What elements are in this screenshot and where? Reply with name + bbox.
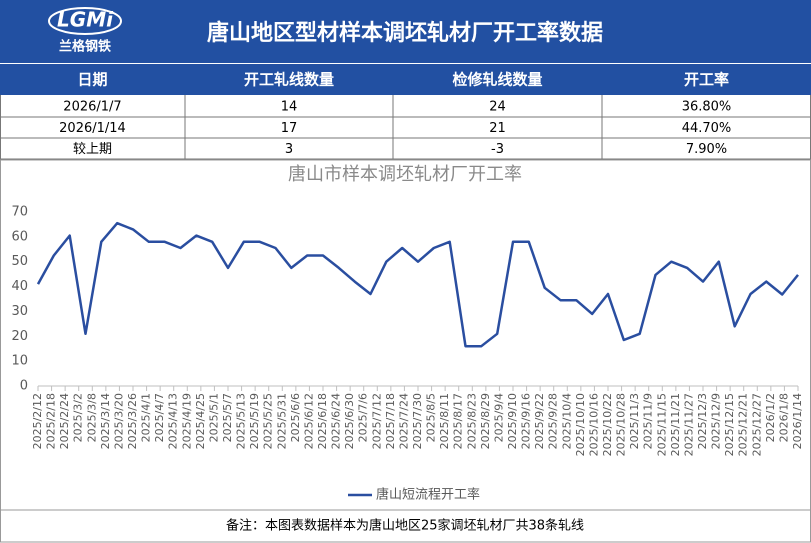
x-tick-label: 2026/1/2 [764,393,777,442]
cell: 36.80% [682,100,732,115]
x-tick-label: 2025/10/16 [587,393,600,456]
x-tick-label: 2025/5/25 [262,393,275,449]
cell: 14 [281,100,298,115]
x-tick-label: 2025/4/19 [180,393,193,449]
x-tick-label: 2025/6/30 [343,393,356,449]
x-tick-label: 2025/3/2 [72,393,85,442]
y-tick-label: 70 [11,205,28,220]
x-tick-label: 2025/8/11 [438,393,451,449]
x-tick-label: 2025/8/5 [425,393,438,442]
y-tick-label: 40 [11,279,28,294]
cell: 较上期 [73,142,112,157]
x-tick-label: 2025/5/13 [235,393,248,449]
x-tick-label: 2025/6/18 [316,393,329,449]
logo-sub: 兰格钢铁 [59,39,111,55]
x-tick-label: 2025/9/22 [533,393,546,449]
x-tick-label: 2025/7/24 [397,393,410,449]
x-tick-label: 2025/7/6 [357,393,370,442]
x-tick-label: 2025/8/29 [479,393,492,449]
x-tick-label: 2025/4/25 [194,393,207,449]
x-tick-label: 2025/11/21 [669,393,682,456]
x-tick-label: 2025/5/31 [275,393,288,449]
x-tick-label: 2025/5/19 [248,393,261,449]
column-header: 开工率 [684,71,729,89]
y-tick-label: 10 [11,354,28,369]
logo: LGMi [57,8,114,32]
x-tick-label: 2025/11/3 [628,393,641,449]
x-tick-label: 2026/1/14 [791,393,804,449]
cell: 44.70% [682,121,732,136]
y-tick-label: 20 [11,329,28,344]
x-tick-label: 2025/11/27 [682,393,695,456]
table-header [0,64,811,95]
x-tick-label: 2025/12/15 [723,393,736,456]
x-tick-label: 2025/4/13 [167,393,180,449]
x-tick-label: 2025/3/20 [112,393,125,449]
header-title: 唐山地区型材样本调坯轧材厂开工率数据 [207,20,603,46]
cell: 21 [489,121,506,136]
x-tick-label: 2025/3/26 [126,393,139,449]
x-tick-label: 2025/11/9 [642,393,655,449]
x-tick-label: 2025/9/16 [520,393,533,449]
table: 日期 开工轧线数量 检修轧线数量 开工率 2026/1/7 14 24 36.80% 2026/… [0,71,811,160]
x-tick-label: 2025/5/7 [221,393,234,442]
x-tick-label: 2025/5/1 [207,393,220,442]
legend-label: 唐山短流程开工率 [376,487,480,503]
x-tick-label: 2025/10/10 [574,393,587,456]
x-tick-label: 2025/2/12 [31,393,44,449]
x-tick-label: 2025/3/14 [99,393,112,449]
line [36,221,799,348]
y-tick-label: 60 [11,229,28,244]
column-header: 日期 [77,71,107,89]
chart-title: 唐山市样本调坯轧材厂开工率 [288,164,522,185]
y-tick-label: 50 [11,254,28,269]
x-tick-label: 2025/12/27 [750,393,763,456]
x-tick-label: 2025/10/28 [615,393,628,456]
x-tick-label: 2025/3/8 [85,393,98,442]
x-tick-label: 2025/11/15 [655,393,668,456]
x-tick-label: 2025/10/4 [560,393,573,449]
x-tick-label: 2025/6/12 [302,393,315,449]
x-tick-label: 2025/7/30 [411,393,424,449]
footnote: 备注：本图表数据样本为唐山地区25家调坯轧材厂共38条轧线 [226,518,584,534]
x-tick-label: 2025/4/1 [140,393,153,442]
x-tick-label: 2025/7/12 [370,393,383,449]
cell: 24 [489,100,506,115]
x-tick-label: 2025/8/23 [465,393,478,449]
x-tick-label: 2025/4/7 [153,393,166,442]
x-tick-label: 2025/2/24 [58,393,71,449]
x-tick-label: 2025/9/10 [506,393,519,449]
cell: 2026/1/14 [59,121,126,136]
cell: 3 [285,142,293,157]
cell: -3 [491,142,504,157]
logo-ring [48,7,122,35]
x-tick-label: 2025/6/6 [289,393,302,442]
x-tick-label: 2026/1/8 [777,393,790,442]
x-tick-label: 2025/10/22 [601,393,614,456]
cell: 17 [281,121,298,136]
cell: 7.90% [686,142,727,157]
y-tick-label: 0 [20,379,28,394]
x-tick-label: 2025/2/18 [45,393,58,449]
x-tick-label: 2025/7/18 [384,393,397,449]
column-header: 开工轧线数量 [244,71,334,89]
header-band [0,0,811,63]
x-tick-label: 2025/12/9 [710,393,723,449]
y-tick-label: 30 [11,304,28,319]
column-header: 检修轧线数量 [452,71,542,89]
x-tick-label: 2025/12/21 [737,393,750,456]
x-tick-label: 2025/9/28 [547,393,560,449]
x-tick-label: 2025/6/24 [330,393,343,449]
cell: 2026/1/7 [63,100,121,115]
x-tick-label: 2025/9/4 [492,393,505,442]
x-tick-label: 2025/8/17 [452,393,465,449]
x-tick-label: 2025/12/3 [696,393,709,449]
